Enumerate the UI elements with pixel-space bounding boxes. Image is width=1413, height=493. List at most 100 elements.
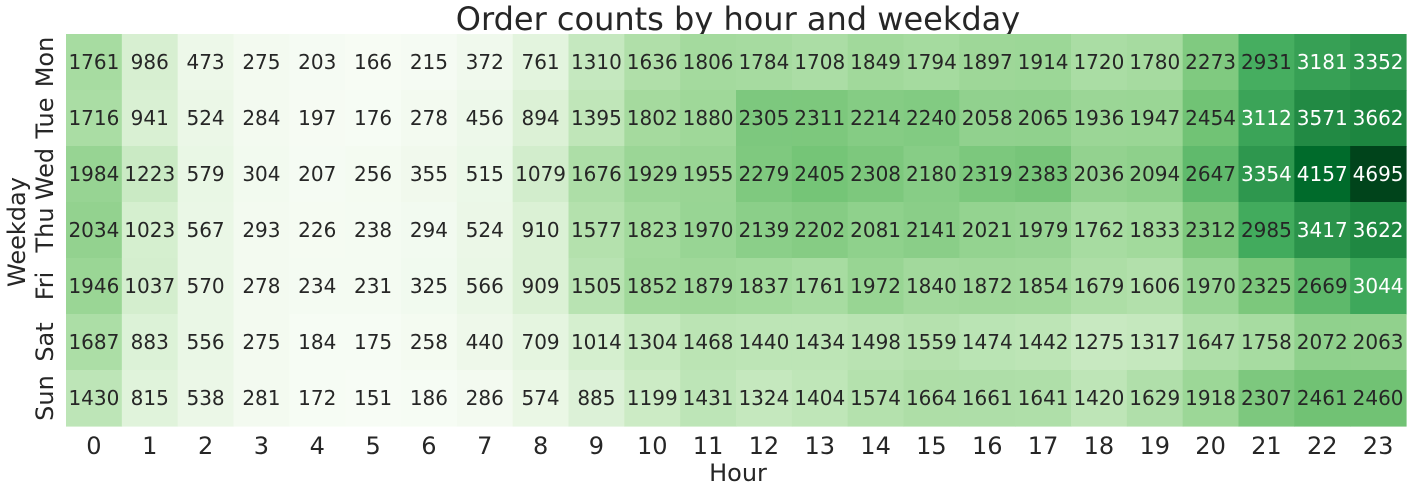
- cell-value-label: 2454: [1185, 106, 1236, 130]
- cell-value-label: 761: [521, 50, 559, 74]
- heatmap-cell: [66, 258, 123, 315]
- heatmap-cell: [401, 90, 458, 147]
- heatmap-cell: [1126, 202, 1184, 259]
- heatmap-cell: [1238, 146, 1295, 203]
- heatmap-cell: [1071, 314, 1128, 371]
- x-tick-label: 1: [142, 432, 157, 460]
- heatmap-cell: [401, 202, 458, 259]
- heatmap-cell: [903, 202, 960, 259]
- heatmap-cell: [847, 202, 905, 259]
- cell-value-label: 909: [521, 274, 559, 298]
- cell-value-label: 2202: [794, 218, 845, 242]
- cell-value-label: 1897: [962, 50, 1013, 74]
- heatmap-cell: [1350, 146, 1407, 203]
- cell-value-label: 2214: [850, 106, 901, 130]
- heatmap-cell: [903, 90, 960, 147]
- cell-value-label: 1664: [906, 386, 957, 410]
- heatmap-cell: [736, 146, 793, 203]
- heatmap-cell: [345, 370, 402, 427]
- heatmap-cell: [1294, 370, 1351, 427]
- heatmap-cell: [680, 258, 737, 315]
- x-tick-label: 22: [1307, 432, 1338, 460]
- heatmap-cell: [1294, 258, 1351, 315]
- heatmap-cell: [66, 202, 123, 259]
- x-tick-label: 4: [310, 432, 325, 460]
- x-axis-title: Hour: [709, 459, 767, 487]
- cell-value-label: 2065: [1018, 106, 1069, 130]
- heatmap-cell: [1126, 34, 1184, 91]
- heatmap-cell: [1182, 314, 1240, 371]
- y-tick-label: Thu: [31, 207, 59, 253]
- cell-value-label: 1716: [68, 106, 119, 130]
- cell-value-label: 278: [242, 274, 280, 298]
- heatmap-cell: [1182, 202, 1240, 259]
- cell-value-label: 2279: [738, 162, 789, 186]
- y-tick-label: Sat: [31, 322, 59, 361]
- heatmap-cell: [791, 90, 849, 147]
- cell-value-label: 883: [131, 330, 169, 354]
- cell-value-label: 1970: [683, 218, 734, 242]
- cell-value-label: 3417: [1297, 218, 1348, 242]
- heatmap-cell: [1294, 202, 1351, 259]
- heatmap-cell: [1294, 314, 1351, 371]
- cell-value-label: 1505: [571, 274, 622, 298]
- heatmap-cell: [568, 370, 625, 427]
- heatmap-cell: [736, 370, 793, 427]
- heatmap-cell: [1182, 34, 1240, 91]
- cell-value-label: 524: [466, 218, 504, 242]
- cell-value-label: 2931: [1241, 50, 1292, 74]
- heatmap-cell: [345, 258, 402, 315]
- heatmap-cell: [680, 202, 737, 259]
- heatmap-cell: [568, 202, 625, 259]
- heatmap-cell: [456, 370, 514, 427]
- cell-value-label: 1947: [1129, 106, 1180, 130]
- cell-value-label: 1468: [683, 330, 734, 354]
- y-axis-title: Weekday: [3, 177, 31, 287]
- cell-value-label: 1442: [1018, 330, 1069, 354]
- heatmap-cell: [959, 146, 1016, 203]
- heatmap-cell: [233, 314, 290, 371]
- heatmap-cell: [289, 314, 346, 371]
- heatmap-cell: [512, 146, 570, 203]
- heatmap-cell: [1238, 370, 1295, 427]
- heatmap-cell: [401, 258, 458, 315]
- heatmap-cell: [736, 202, 793, 259]
- heatmap-cell: [1015, 314, 1072, 371]
- cell-value-label: 2034: [68, 218, 119, 242]
- heatmap-cell: [512, 258, 570, 315]
- heatmap-cell: [847, 34, 905, 91]
- cell-value-label: 524: [186, 106, 224, 130]
- heatmap-cell: [289, 370, 346, 427]
- cell-value-label: 894: [521, 106, 559, 130]
- heatmap-cell: [1350, 314, 1407, 371]
- heatmap-cell: [66, 314, 123, 371]
- heatmap-cell: [1238, 34, 1295, 91]
- heatmap-cell: [1182, 90, 1240, 147]
- cell-value-label: 456: [466, 106, 504, 130]
- cell-value-label: 2669: [1297, 274, 1348, 298]
- heatmap-cell: [233, 370, 290, 427]
- cell-value-label: 574: [521, 386, 559, 410]
- cell-value-label: 2081: [850, 218, 901, 242]
- x-tick-label: 10: [637, 432, 668, 460]
- x-tick-label: 20: [1195, 432, 1226, 460]
- heatmap-cell: [456, 146, 514, 203]
- cell-value-label: 2647: [1185, 162, 1236, 186]
- heatmap-cell: [401, 314, 458, 371]
- heatmap-cell: [1238, 314, 1295, 371]
- heatmap-cell: [791, 370, 849, 427]
- cell-value-label: 293: [242, 218, 280, 242]
- heatmap-cell: [903, 370, 960, 427]
- cell-value-label: 579: [186, 162, 224, 186]
- heatmap-cell: [791, 314, 849, 371]
- heatmap-cell: [233, 202, 290, 259]
- heatmap-cell: [233, 90, 290, 147]
- heatmap-cell: [959, 34, 1016, 91]
- x-tick-label: 2: [198, 432, 213, 460]
- cell-value-label: 2383: [1018, 162, 1069, 186]
- heatmap-cell: [680, 90, 737, 147]
- heatmap-cell: [680, 34, 737, 91]
- cell-value-label: 986: [131, 50, 169, 74]
- heatmap-cell: [121, 90, 179, 147]
- heatmap-cell: [1182, 146, 1240, 203]
